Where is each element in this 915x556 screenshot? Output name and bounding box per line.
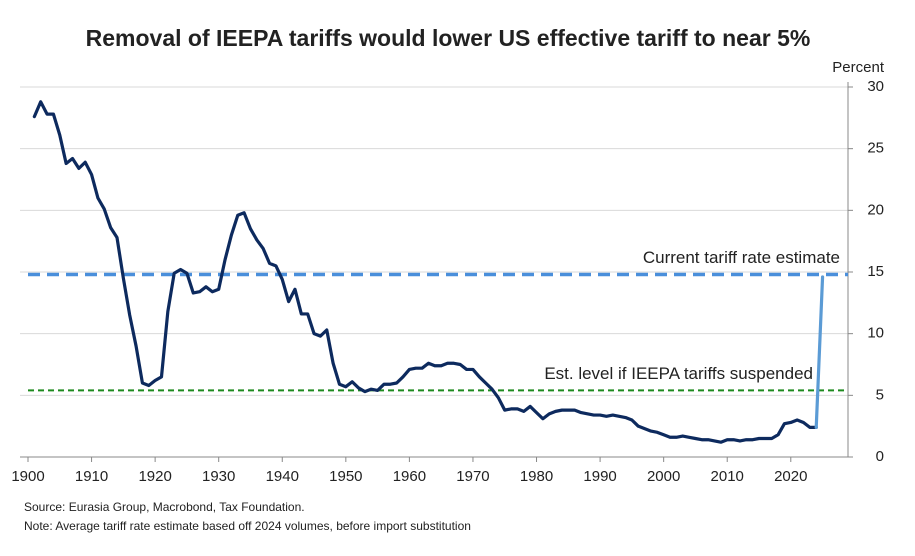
note: Note: Average tariff rate estimate based…: [24, 519, 471, 533]
x-tick-label: 1960: [393, 468, 426, 485]
y-tick-label: 25: [867, 140, 884, 157]
reference-label: Est. level if IEEPA tariffs suspended: [544, 364, 813, 383]
x-tick-label: 1990: [583, 468, 616, 485]
x-tick-label: 1950: [329, 468, 362, 485]
reference-label: Current tariff rate estimate: [643, 248, 840, 267]
y-tick-label: 10: [867, 325, 884, 342]
y-tick-label: 15: [867, 263, 884, 280]
y-tick-label: 20: [867, 201, 884, 218]
y-axis-label: Percent: [832, 59, 885, 76]
x-tick-label: 2000: [647, 468, 680, 485]
x-tick-label: 1940: [266, 468, 299, 485]
y-tick-label: 30: [867, 78, 884, 95]
x-tick-label: 1980: [520, 468, 553, 485]
x-tick-label: 1900: [11, 468, 44, 485]
series-line: [32, 100, 818, 444]
source: Source: Eurasia Group, Macrobond, Tax Fo…: [24, 500, 305, 514]
series-line: [814, 275, 825, 429]
chart-title: Removal of IEEPA tariffs would lower US …: [86, 25, 811, 51]
y-tick-label: 5: [876, 386, 884, 403]
x-tick-label: 1930: [202, 468, 235, 485]
y-tick-label: 0: [876, 448, 884, 465]
x-tick-label: 1970: [456, 468, 489, 485]
x-tick-label: 2020: [774, 468, 807, 485]
x-tick-label: 2010: [711, 468, 744, 485]
x-tick-label: 1910: [75, 468, 108, 485]
x-tick-label: 1920: [138, 468, 171, 485]
